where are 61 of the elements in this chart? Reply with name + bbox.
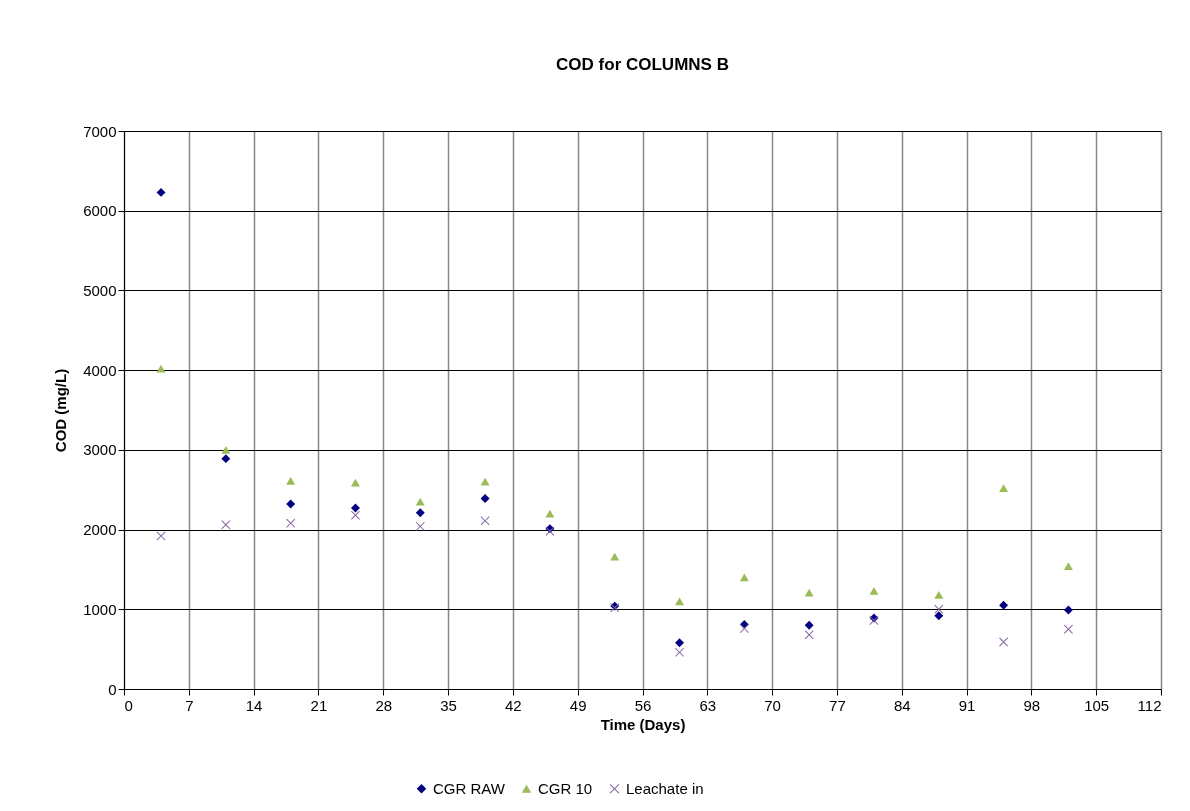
x-tick-label: 84 [893, 696, 911, 714]
y-tick-label: 0 [108, 680, 117, 698]
point [351, 503, 360, 513]
point [610, 552, 620, 561]
x-tick-label: 21 [310, 696, 328, 714]
x-tick-label: 91 [958, 696, 976, 714]
y-tick-label: 1000 [83, 600, 117, 618]
point [480, 477, 490, 486]
x-tick-label: 98 [1023, 696, 1041, 714]
legend-label: CGR 10 [538, 779, 593, 797]
y-tick-label: 6000 [83, 202, 117, 220]
x-tick-label: 77 [829, 696, 846, 714]
point [675, 638, 685, 648]
point [999, 637, 1009, 647]
point [1063, 624, 1073, 634]
point [156, 187, 166, 197]
point [221, 520, 231, 530]
legend-label: CGR RAW [433, 779, 506, 797]
point [415, 521, 425, 531]
point [999, 600, 1009, 610]
point [286, 477, 296, 485]
point [804, 620, 814, 630]
x-tick-label: 70 [764, 696, 781, 714]
point [999, 484, 1009, 492]
chart-title: COD for COLUMNS B [556, 55, 729, 74]
x-axis-title: Time (Days) [600, 715, 686, 733]
point [286, 499, 296, 509]
x-tick-label: 49 [569, 696, 587, 714]
x-tick-label: 105 [1084, 696, 1110, 714]
y-tick-label: 5000 [83, 281, 117, 299]
x-tick-label: 56 [634, 696, 652, 714]
point [545, 509, 555, 518]
x-tick-label: 0 [124, 696, 133, 714]
y-tick-label: 7000 [83, 122, 117, 140]
point [480, 494, 490, 503]
point [1063, 605, 1073, 615]
point [739, 573, 749, 582]
y-tick-label: 4000 [83, 361, 117, 379]
y-tick-label: 2000 [83, 521, 117, 539]
point [934, 604, 944, 614]
x-tick-label: 7 [185, 696, 194, 714]
y-tick-label: 3000 [83, 441, 117, 459]
x-tick-label: 42 [505, 696, 522, 714]
point [415, 497, 425, 506]
x-tick-label: 112 [1137, 696, 1162, 714]
x-tick-label: 28 [375, 696, 393, 714]
point [415, 508, 425, 518]
x-tick-label: 14 [245, 696, 263, 714]
point [221, 454, 231, 464]
x-tick-label: 35 [440, 696, 457, 714]
point [804, 630, 814, 640]
point [286, 518, 296, 528]
point [934, 611, 944, 621]
legend-label: Leachate in [626, 779, 704, 797]
point [869, 587, 879, 595]
point [934, 591, 944, 599]
point [675, 597, 685, 606]
point [221, 445, 231, 454]
y-axis-title: COD (mg/L) [52, 368, 70, 453]
x-tick-label: 63 [699, 696, 717, 714]
point [1063, 562, 1073, 571]
